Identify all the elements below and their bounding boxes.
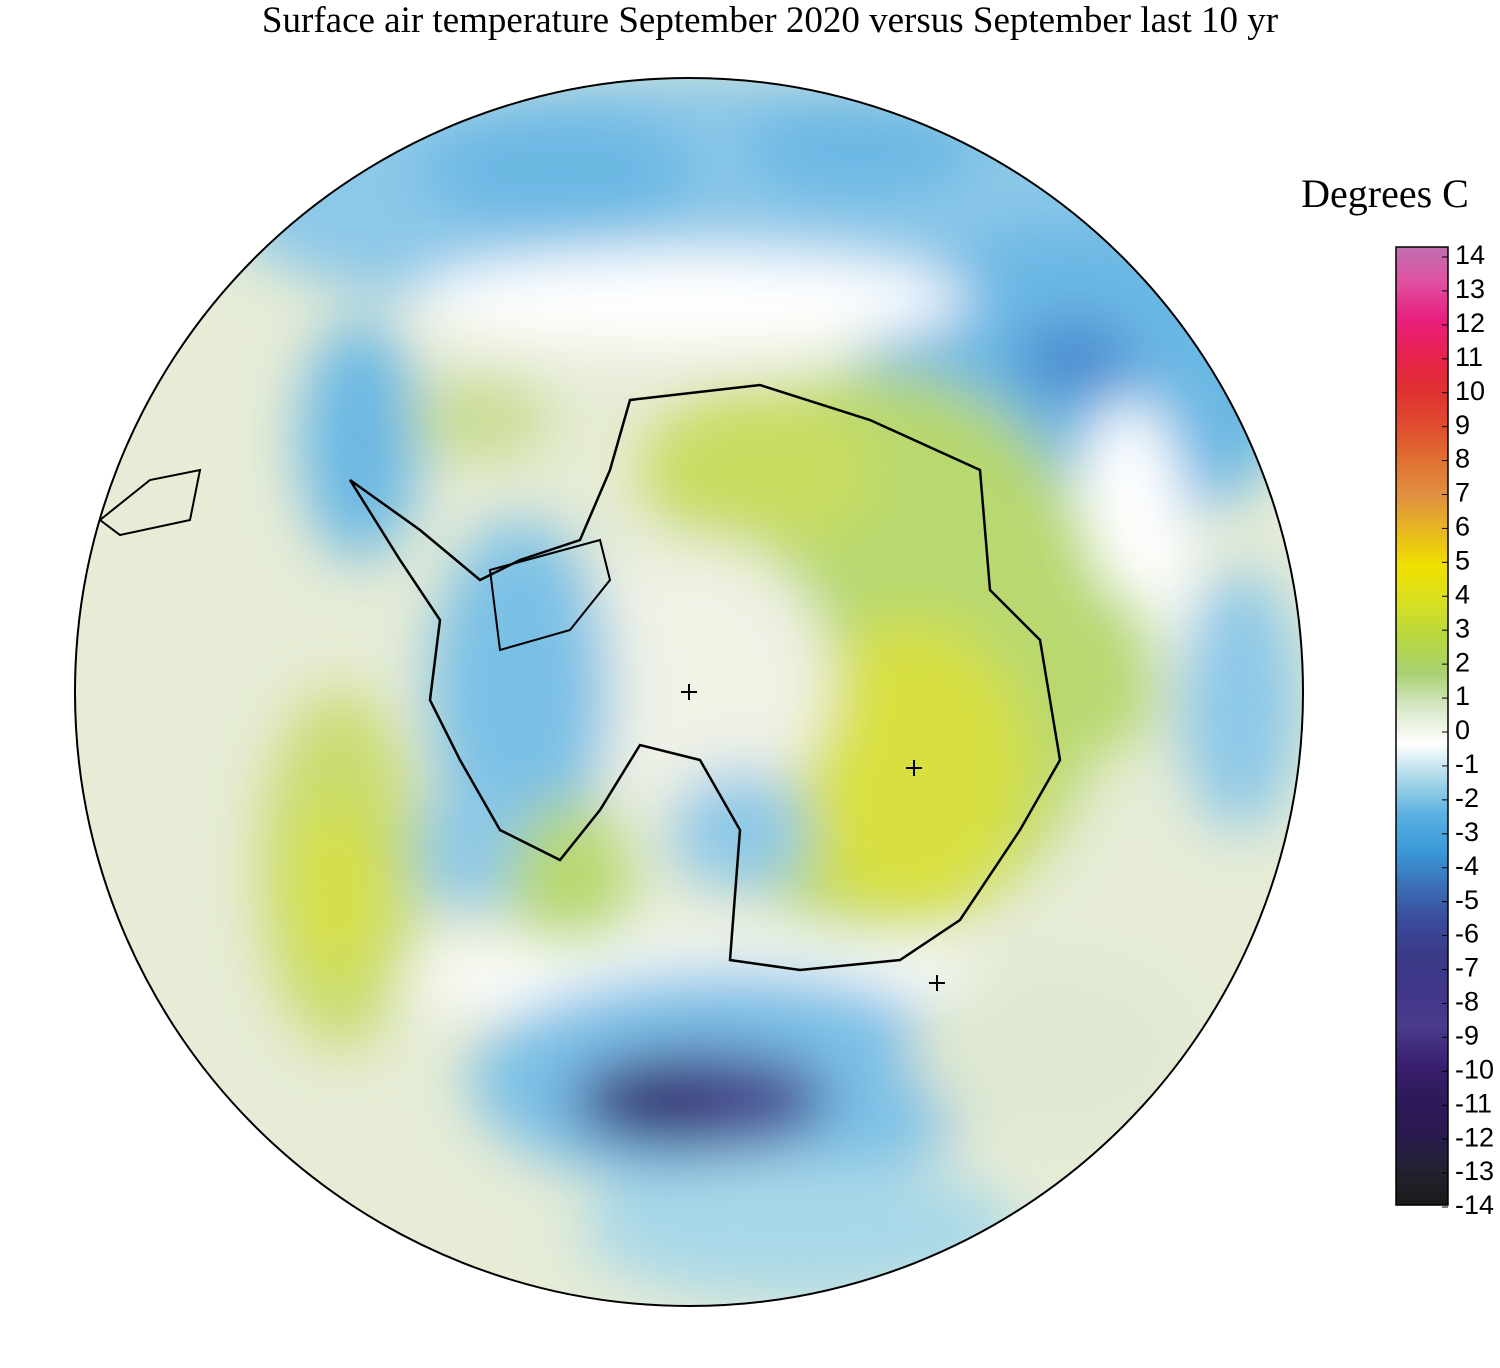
colorbar-tick-label: 2 xyxy=(1455,647,1470,677)
colorbar-tick-label: 11 xyxy=(1455,342,1483,372)
colorbar-tick-label: 8 xyxy=(1455,444,1470,474)
colorbar-tick-label: -9 xyxy=(1455,1020,1479,1050)
colorbar xyxy=(1395,246,1449,1206)
temperature-field xyxy=(75,78,1303,1306)
colorbar-tick-label: -11 xyxy=(1455,1088,1492,1118)
colorbar-tick-label: -7 xyxy=(1455,953,1479,983)
colorbar-tick-label: 10 xyxy=(1455,376,1485,406)
colorbar-tick-label: 13 xyxy=(1455,274,1485,304)
antarctica-coastline xyxy=(348,383,1062,972)
colorbar-tick-label: 14 xyxy=(1455,240,1485,270)
colorbar-tick-label: 3 xyxy=(1455,613,1470,643)
colorbar-tick-label: -5 xyxy=(1455,885,1479,915)
colorbar-tick-label: 4 xyxy=(1455,579,1470,609)
colorbar-tick-label: 5 xyxy=(1455,545,1470,575)
colorbar-tick-label: -10 xyxy=(1455,1054,1494,1084)
colorbar-tick-label: 12 xyxy=(1455,308,1485,338)
colorbar-tick-label: 0 xyxy=(1455,715,1470,745)
pole-markers xyxy=(681,684,945,991)
title: Surface air temperature September 2020 v… xyxy=(262,0,1278,41)
colorbar-tick-label: -14 xyxy=(1455,1190,1494,1220)
colorbar-tick-label: 1 xyxy=(1455,681,1470,711)
colorbar-tick-label: -12 xyxy=(1455,1122,1494,1152)
colorbar-tick-label: 9 xyxy=(1455,410,1470,440)
colorbar-tick-label: -6 xyxy=(1455,919,1479,949)
colorbar-tick-label: 6 xyxy=(1455,512,1470,542)
ice-shelf-outline xyxy=(488,538,612,652)
colorbar-tick-label: -2 xyxy=(1455,783,1479,813)
colorbar-tick-label: -3 xyxy=(1455,817,1479,847)
colorbar-tick-label: -4 xyxy=(1455,851,1479,881)
colorbar-tick-label: -8 xyxy=(1455,987,1479,1017)
colorbar-tick-label: -1 xyxy=(1455,749,1479,779)
south-america-coast xyxy=(98,468,202,537)
colorbar-tick-label: -13 xyxy=(1455,1156,1494,1186)
colorbar-tick-label: 7 xyxy=(1455,478,1470,508)
map-border xyxy=(74,77,1304,1307)
colorbar-label: Degrees C xyxy=(1301,171,1469,216)
